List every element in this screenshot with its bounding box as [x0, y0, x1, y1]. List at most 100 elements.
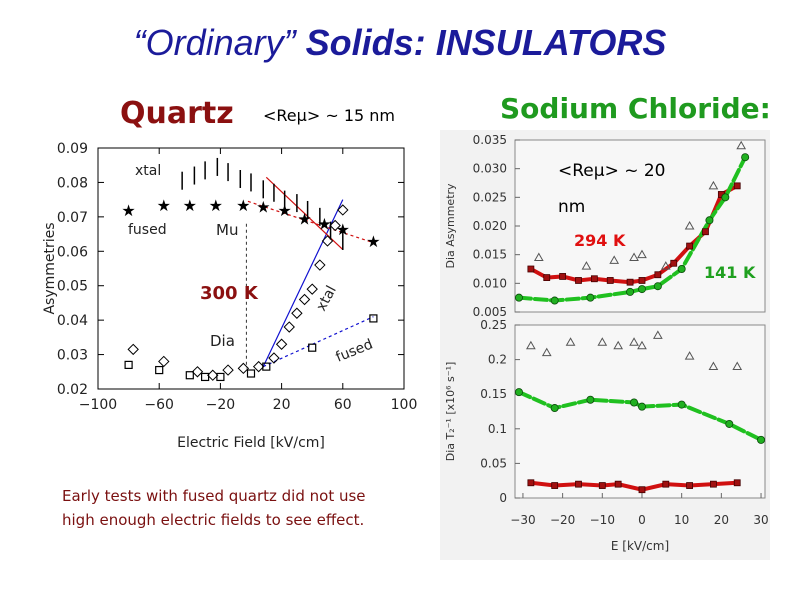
quartz-ytick-label: 0.05	[57, 279, 88, 295]
quartz-point-square	[308, 343, 317, 352]
nacl-bottom-point-green	[630, 398, 639, 407]
nacl-label-294k: 294 K	[574, 231, 626, 250]
nacl-top-point-triangle	[708, 180, 719, 190]
quartz-point-star: ★	[256, 198, 270, 217]
quartz-ytick-label: 0.04	[57, 313, 88, 329]
nacl-top-point-141k	[626, 287, 635, 296]
title-solids: Solids:	[305, 22, 426, 63]
quartz-ytick-label: 0.09	[57, 141, 88, 157]
nacl-bottom-point-triangle	[684, 351, 695, 360]
nacl-top-point-294k	[559, 273, 567, 280]
nacl-top-point-294k	[702, 228, 709, 236]
nacl-top-ytick-label: 0.010	[473, 276, 507, 290]
nacl-top-point-141k	[514, 293, 523, 302]
nacl-bottom-point-triangle	[541, 347, 552, 357]
nacl-top-point-141k	[721, 193, 730, 202]
quartz-point-diamond	[207, 369, 219, 381]
quartz-ytick-label: 0.02	[57, 382, 88, 398]
nacl-top-point-141k	[637, 285, 646, 294]
nacl-bottom-point-triangle	[526, 340, 536, 350]
nacl-bottom-point-triangle	[597, 337, 608, 346]
quartz-point-diamond	[158, 355, 170, 368]
quartz-point-diamond	[321, 235, 334, 247]
quartz-fit-line-blue	[262, 199, 344, 367]
nacl-chart-panel: 0.005 0.010 0.015 0.020 0.025 0.030 0.035 Dia A…	[440, 130, 770, 560]
nacl-bottom-point-red	[614, 480, 622, 488]
nacl-bottom-point-red	[710, 480, 717, 488]
quartz-label-mu: Mu	[216, 221, 238, 239]
footnote-line-1: Early tests with fused quartz did not us…	[62, 487, 366, 505]
nacl-top-point-294k	[670, 259, 678, 267]
quartz-point-diamond	[222, 364, 234, 376]
quartz-point-diamond	[283, 321, 295, 333]
nacl-top-point-294k	[543, 274, 551, 282]
quartz-ytick-label: 0.03	[57, 348, 88, 364]
nacl-top-point-141k	[653, 282, 662, 291]
nacl-bottom-point-triangle	[629, 337, 639, 346]
nacl-bottom-point-green	[725, 419, 734, 428]
nacl-top-ytick-label: 0.020	[473, 219, 507, 233]
quartz-xtick-label: −100	[79, 397, 117, 413]
nacl-radius-label: <Reμ> ~ 20	[558, 161, 666, 181]
quartz-point-diamond	[275, 338, 288, 350]
quartz-xtick-label: −20	[206, 397, 236, 413]
quartz-point-diamond	[314, 259, 326, 271]
nacl-top-point-141k	[586, 293, 595, 302]
nacl-top-point-294k	[686, 242, 694, 250]
nacl-top-point-141k	[705, 216, 714, 225]
title-ordinary: “Ordinary”	[133, 22, 296, 63]
quartz-y-axis-label: Asymmetries	[42, 222, 58, 314]
quartz-label-xtal: xtal	[135, 163, 161, 179]
nacl-bottom-fit-red	[528, 480, 740, 492]
nacl-bottom-point-red	[575, 480, 582, 488]
quartz-point-diamond	[337, 204, 349, 216]
quartz-point-star: ★	[277, 201, 291, 220]
quartz-heading: Quartz	[120, 96, 234, 131]
quartz-point-star: ★	[317, 215, 331, 234]
nacl-bottom-point-triangle	[732, 361, 743, 371]
nacl-top-point-triangle	[629, 252, 639, 262]
title-insulators: INSULATORS	[435, 22, 667, 63]
nacl-bottom-point-green	[677, 400, 686, 409]
quartz-point-star: ★	[366, 232, 380, 251]
nacl-top-point-141k	[550, 296, 559, 305]
quartz-x-axis-label: Electric Field [kV/cm]	[177, 435, 325, 451]
quartz-chart: 0.02 0.03 0.04 0.05 0.06 0.07 0.08 0.09 −100 −60 −…	[42, 141, 417, 451]
quartz-point-diamond	[237, 362, 250, 375]
nacl-bottom-ytick-label: 0.2	[488, 353, 507, 367]
quartz-point-diamond	[268, 352, 280, 364]
footnote-line-2: high enough electric fields to see effec…	[62, 511, 365, 529]
quartz-label-300k: 300 K	[200, 283, 259, 304]
quartz-point-square	[262, 362, 271, 371]
nacl-xtick-label: 10	[674, 513, 689, 527]
nacl-top-point-141k	[677, 264, 686, 273]
quartz-radius-label: <Reμ> ~ 15 nm	[263, 106, 395, 125]
slide-title: “Ordinary” Solids: INSULATORS	[0, 22, 800, 64]
nacl-top-point-294k	[654, 271, 662, 279]
nacl-radius-unit: nm	[558, 197, 585, 217]
nacl-label-141k: 141 K	[704, 263, 756, 282]
quartz-point-diamond	[191, 366, 204, 378]
quartz-point-square	[201, 372, 210, 382]
quartz-point-square	[216, 372, 225, 382]
quartz-point-diamond	[252, 360, 265, 373]
quartz-point-star: ★	[157, 196, 171, 215]
nacl-top-point-triangle	[609, 255, 620, 264]
nacl-top-point-141k	[741, 153, 750, 162]
quartz-point-square	[369, 314, 378, 323]
nacl-xtick-label: 30	[753, 513, 768, 527]
nacl-xtick-label: −10	[590, 513, 615, 527]
quartz-point-square	[246, 369, 256, 378]
nacl-bottom-point-triangle	[565, 337, 576, 346]
quartz-label-fused: fused	[128, 222, 167, 238]
quartz-ytick-label: 0.07	[57, 210, 88, 226]
nacl-top-ytick-label: 0.015	[473, 248, 507, 262]
quartz-xtick-label: 60	[334, 397, 352, 413]
nacl-top-y-axis-label: Dia Asymmetry	[444, 183, 457, 269]
quartz-point-diamond	[298, 293, 311, 306]
nacl-bottom-point-triangle	[708, 361, 719, 371]
quartz-xtick-label: −60	[144, 397, 174, 413]
nacl-top-ytick-label: 0.030	[473, 162, 507, 176]
nacl-bottom-point-green	[550, 404, 559, 413]
nacl-top-fit-green	[516, 155, 748, 303]
